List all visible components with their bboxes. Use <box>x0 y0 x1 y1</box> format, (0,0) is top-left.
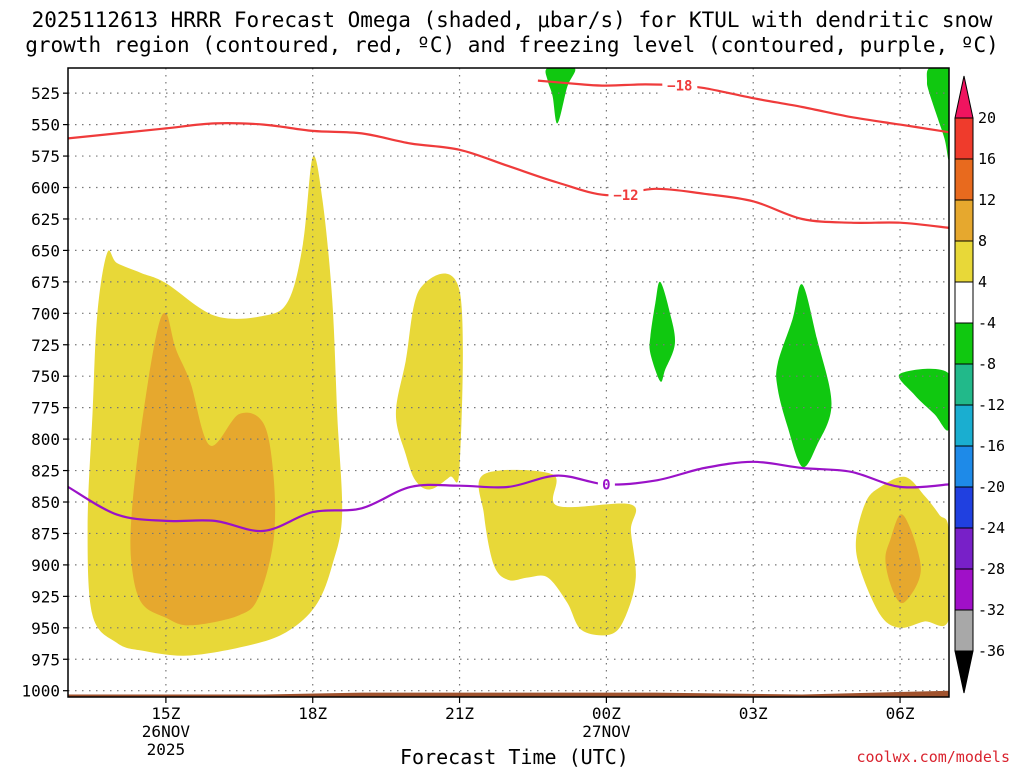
contour-line-0 <box>68 122 949 229</box>
omega-region-3 <box>478 469 637 636</box>
omega-region-5 <box>885 514 921 604</box>
y-tick-label-700: 700 <box>31 304 60 323</box>
omega-region-2 <box>395 273 463 490</box>
y-tick-label-525: 525 <box>31 84 60 103</box>
y-tick-label-900: 900 <box>31 556 60 575</box>
colorbar-box-9 <box>954 486 974 529</box>
y-tick-label-650: 650 <box>31 241 60 260</box>
contour-line-1 <box>537 79 949 134</box>
colorbar-label-1: 16 <box>978 150 996 168</box>
colorbar-box-1 <box>954 158 974 201</box>
y-tick-label-850: 850 <box>31 493 60 512</box>
x-tick-label-21Z: 21Z <box>445 704 474 723</box>
ground-strip <box>68 690 949 697</box>
colorbar-label-13: -36 <box>978 642 1005 660</box>
x-tick-label-15Z: 15Z <box>151 704 180 723</box>
colorbar-box-5 <box>954 322 974 365</box>
y-tick-label-950: 950 <box>31 619 60 638</box>
y-tick-label-825: 825 <box>31 462 60 481</box>
colorbar-label-12: -32 <box>978 601 1005 619</box>
chart-title-line-2: growth region (contoured, red, ºC) and f… <box>25 33 999 57</box>
colorbar-box-12 <box>954 609 974 652</box>
y-tick-label-550: 550 <box>31 116 60 135</box>
contour-label-0: −12 <box>613 188 638 204</box>
ground-surface <box>68 690 949 697</box>
y-tick-label-1000: 1000 <box>21 682 60 701</box>
y-axis: 525 550 575 600 625 650 675 700 725 750 775 800 825 8… <box>21 84 68 701</box>
colorbar-box-2 <box>954 199 974 242</box>
colorbar-top-triangle <box>954 75 974 119</box>
omega-region-6 <box>545 68 576 124</box>
y-tick-label-725: 725 <box>31 336 60 355</box>
x-tick-date-00Z: 27NOV <box>582 722 631 741</box>
omega-region-10 <box>926 68 949 160</box>
omega-shading <box>87 68 949 656</box>
colorbar-label-4: 4 <box>978 273 987 291</box>
colorbar-label-3: 8 <box>978 232 987 250</box>
contour-line-2 <box>68 460 949 533</box>
colorbar-box-6 <box>954 363 974 406</box>
x-tick-year-15Z: 2025 <box>147 740 186 759</box>
contour-label-bg-1 <box>662 76 698 95</box>
plot-frame <box>67 67 950 698</box>
y-tick-label-600: 600 <box>31 179 60 198</box>
colorbar-bottom-triangle <box>954 650 974 694</box>
y-tick-label-925: 925 <box>31 587 60 606</box>
omega-region-9 <box>898 368 949 431</box>
colorbar-label-11: -28 <box>978 560 1005 578</box>
colorbar-label-6: -8 <box>978 355 996 373</box>
colorbar-box-7 <box>954 404 974 447</box>
colorbar-label-9: -20 <box>978 478 1005 496</box>
colorbar-box-11 <box>954 568 974 611</box>
y-tick-label-625: 625 <box>31 210 60 229</box>
omega-region-1 <box>130 312 276 626</box>
x-axis-label: Forecast Time (UTC) <box>400 745 629 769</box>
colorbar-label-2: 12 <box>978 191 996 209</box>
x-tick-label-06Z: 06Z <box>886 704 915 723</box>
x-tick-date-15Z: 26NOV <box>142 722 191 741</box>
contour-label-bg-2 <box>597 475 615 494</box>
y-tick-label-575: 575 <box>31 147 60 166</box>
colorbar-label-0: 20 <box>978 109 996 127</box>
contour-label-1: −18 <box>667 79 692 95</box>
colorbar-box-0 <box>954 117 974 160</box>
colorbar-label-7: -12 <box>978 396 1005 414</box>
colorbar-label-8: -16 <box>978 437 1005 455</box>
plot-border <box>67 67 950 698</box>
y-tick-label-875: 875 <box>31 524 60 543</box>
y-tick-label-775: 775 <box>31 399 60 418</box>
contour-label-2: 0 <box>602 477 610 493</box>
colorbar: 20 16 12 8 4 -4 -8 -12 -16 -20 -24 -28 -32 -36 <box>954 75 1005 694</box>
contour-label-bg-0 <box>608 186 644 205</box>
colorbar-box-8 <box>954 445 974 488</box>
colorbar-box-4 <box>954 281 974 324</box>
credit-link[interactable]: coolwx.com/models <box>856 748 1010 766</box>
chart-title: 2025112613 HRRR Forecast Omega (shaded, … <box>0 8 1024 58</box>
colorbar-box-3 <box>954 240 974 283</box>
y-tick-label-750: 750 <box>31 367 60 386</box>
contour-lines: −12 −18 0 <box>68 76 949 533</box>
y-tick-label-975: 975 <box>31 650 60 669</box>
chart-title-line-1: 2025112613 HRRR Forecast Omega (shaded, … <box>31 8 993 32</box>
x-tick-label-18Z: 18Z <box>298 704 327 723</box>
colorbar-box-10 <box>954 527 974 570</box>
y-tick-label-675: 675 <box>31 273 60 292</box>
omega-region-7 <box>649 281 676 382</box>
x-tick-label-00Z: 00Z <box>592 704 621 723</box>
colorbar-label-5: -4 <box>978 314 996 332</box>
y-tick-label-800: 800 <box>31 430 60 449</box>
x-tick-label-03Z: 03Z <box>739 704 768 723</box>
colorbar-label-10: -24 <box>978 519 1005 537</box>
